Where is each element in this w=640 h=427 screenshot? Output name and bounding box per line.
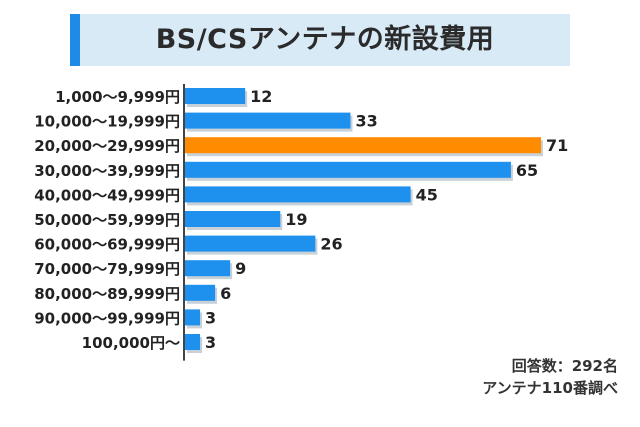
category-label: 50,000〜59,999円: [34, 211, 180, 229]
bar: [185, 334, 201, 350]
value-label: 3: [205, 308, 216, 327]
value-label: 6: [220, 284, 231, 303]
chart-title: BS/CSアンテナの新設費用: [155, 24, 495, 55]
bar: [185, 260, 231, 277]
bar: [185, 309, 201, 326]
category-label: 1,000〜9,999円: [55, 88, 180, 106]
category-label: 100,000円〜: [82, 334, 180, 352]
value-label: 12: [250, 87, 272, 106]
value-label: 45: [416, 185, 438, 204]
category-label: 70,000〜79,999円: [34, 260, 180, 278]
bar: [185, 88, 246, 104]
chart-title-box: BS/CSアンテナの新設費用: [70, 14, 570, 66]
respondents-note: 回答数：292名: [511, 357, 618, 375]
value-label: 65: [516, 161, 538, 180]
bar: [185, 211, 281, 227]
bar: [185, 112, 351, 129]
category-label: 10,000〜19,999円: [34, 113, 180, 131]
category-label: 30,000〜39,999円: [34, 162, 180, 180]
value-label: 9: [235, 259, 246, 278]
value-label: 26: [320, 235, 342, 254]
bar: [185, 186, 411, 203]
bar: [185, 284, 216, 301]
value-label: 71: [546, 136, 568, 155]
bar: [185, 161, 511, 178]
category-label: 80,000〜89,999円: [34, 285, 180, 303]
value-label: 33: [355, 112, 377, 131]
category-label: 60,000〜69,999円: [34, 236, 180, 254]
bar-highlight: [185, 137, 541, 154]
value-label: 3: [205, 333, 216, 352]
category-label: 20,000〜29,999円: [34, 137, 180, 155]
category-label: 40,000〜49,999円: [34, 186, 180, 204]
value-label: 19: [285, 210, 307, 229]
bar: [185, 235, 316, 252]
title-accent-bar: [70, 14, 80, 66]
source-note: アンテナ110番調べ: [482, 379, 618, 397]
category-label: 90,000〜99,999円: [34, 309, 180, 327]
